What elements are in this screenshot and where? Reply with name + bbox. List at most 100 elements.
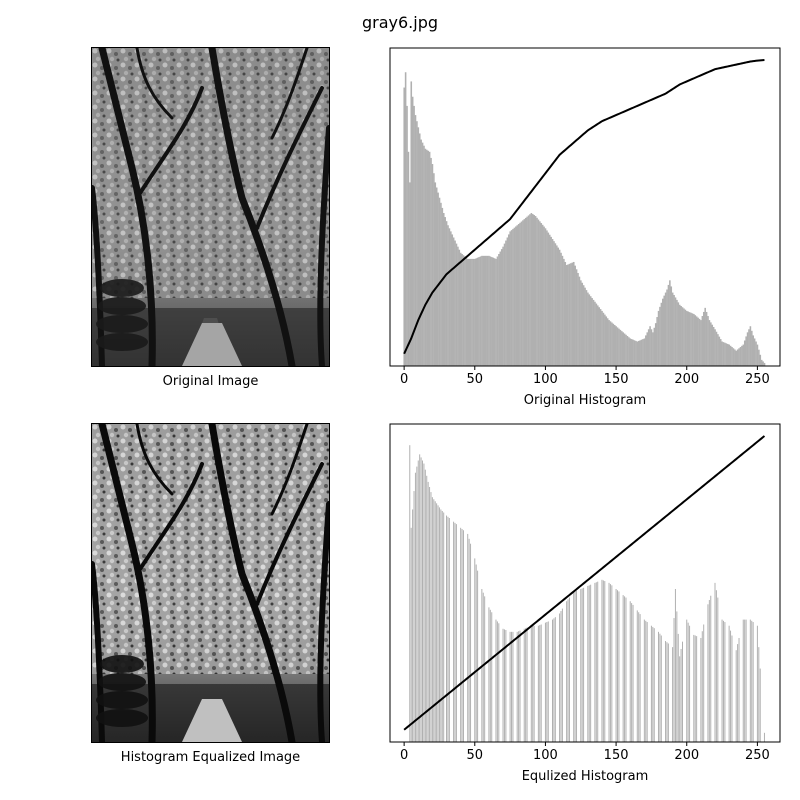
- histogram-bar: [560, 611, 562, 742]
- histogram-bar: [574, 591, 576, 742]
- histogram-bar: [491, 257, 493, 366]
- histogram-bar: [628, 337, 630, 366]
- histogram-bar: [588, 294, 591, 366]
- histogram-bar: [608, 320, 610, 366]
- histogram-bar: [717, 597, 719, 742]
- histogram-bar: [413, 105, 415, 367]
- histogram-bar: [622, 332, 625, 366]
- histogram-bar: [540, 624, 542, 742]
- histogram-bar: [489, 256, 492, 366]
- histogram-bar: [403, 87, 405, 366]
- histogram-bar: [520, 221, 523, 366]
- histogram-bar: [419, 454, 421, 742]
- histogram-bar: [559, 613, 561, 742]
- histogram-bar: [413, 491, 415, 742]
- histogram-bar: [721, 619, 723, 742]
- histogram-bar: [626, 336, 629, 366]
- histogram-bar: [752, 622, 754, 742]
- equalized-image-panel: [91, 423, 330, 743]
- histogram-bar: [502, 628, 504, 742]
- histogram-bar: [447, 225, 449, 366]
- histogram-bar: [737, 644, 739, 742]
- histogram-bar: [509, 231, 511, 366]
- histogram-bar: [505, 240, 507, 366]
- histogram-bar: [485, 255, 487, 366]
- histogram-bar: [653, 628, 655, 742]
- histogram-bar: [680, 306, 682, 366]
- histogram-bar: [417, 127, 420, 366]
- histogram-bar: [588, 585, 590, 742]
- histogram-bar: [760, 359, 763, 366]
- histogram-bar: [533, 215, 535, 366]
- histogram-original: 0 50 100 150 200 250: [389, 47, 781, 387]
- histogram-bar: [650, 329, 653, 366]
- histogram-bar: [708, 320, 711, 366]
- histogram-bar: [673, 618, 675, 742]
- histogram-bar: [735, 650, 737, 742]
- histogram-bar: [656, 317, 658, 366]
- histogram-bar: [454, 522, 456, 742]
- histogram-bar: [604, 314, 606, 366]
- histogram-bar: [496, 256, 499, 366]
- x-tick-label: 50: [467, 372, 484, 387]
- histogram-bar: [618, 591, 620, 742]
- histogram-bar: [524, 217, 527, 366]
- histogram-bar: [532, 625, 534, 742]
- histogram-bar: [493, 258, 496, 366]
- histogram-bar: [434, 501, 436, 742]
- histogram-bar: [488, 607, 490, 742]
- histogram-bar: [409, 182, 411, 366]
- histogram-bar: [662, 298, 664, 366]
- histogram-bar: [687, 622, 689, 742]
- histogram-bar: [722, 342, 725, 366]
- histogram-bar: [537, 625, 539, 742]
- histogram-bar: [622, 595, 624, 742]
- histogram-bar: [700, 320, 702, 366]
- histogram-bar: [427, 150, 430, 366]
- histogram-bar: [676, 611, 678, 742]
- histogram-bar: [601, 579, 603, 742]
- histogram-bar: [693, 634, 695, 742]
- histogram-bar: [539, 625, 541, 742]
- histogram-bar: [708, 600, 710, 742]
- histogram-bar: [492, 257, 495, 366]
- histogram-bar: [731, 635, 733, 742]
- x-tick-label: 150: [604, 748, 629, 763]
- histogram-bar: [407, 151, 410, 366]
- histogram-bar: [602, 580, 604, 742]
- histogram-bar: [597, 305, 599, 366]
- histogram-bar: [539, 221, 541, 366]
- histogram-bar: [529, 214, 531, 366]
- histogram-bar: [512, 631, 514, 742]
- histogram-bar: [537, 219, 540, 366]
- histogram-bar: [653, 327, 656, 366]
- histogram-bar: [448, 228, 451, 366]
- histogram-bar: [719, 339, 722, 366]
- histogram-bar: [604, 581, 606, 742]
- histogram-bar: [646, 622, 648, 742]
- histogram-bar: [441, 510, 443, 742]
- histogram-bar: [625, 334, 627, 366]
- histogram-bar: [540, 223, 543, 366]
- histogram-bar: [460, 527, 462, 742]
- histogram-bar: [544, 228, 547, 366]
- histogram-bar: [486, 255, 489, 366]
- histogram-bar: [509, 631, 511, 742]
- histogram-bar: [550, 236, 552, 366]
- x-tick-label: 250: [745, 372, 770, 387]
- histogram-bar: [516, 631, 518, 742]
- histogram-bar: [611, 585, 613, 742]
- histogram-bar: [755, 341, 757, 366]
- histogram-bar: [527, 215, 530, 366]
- histogram-bar: [445, 221, 448, 366]
- histogram-bar: [553, 618, 555, 742]
- histogram-bar: [584, 287, 586, 366]
- original-image-caption: Original Image: [162, 374, 259, 389]
- histogram-bar: [606, 318, 609, 366]
- histogram-bar: [446, 515, 448, 742]
- x-tick-label: 100: [533, 372, 558, 387]
- histogram-bar: [758, 647, 760, 742]
- histogram-bar: [568, 597, 570, 742]
- histogram-bar: [702, 311, 705, 366]
- histogram-bar: [632, 604, 634, 742]
